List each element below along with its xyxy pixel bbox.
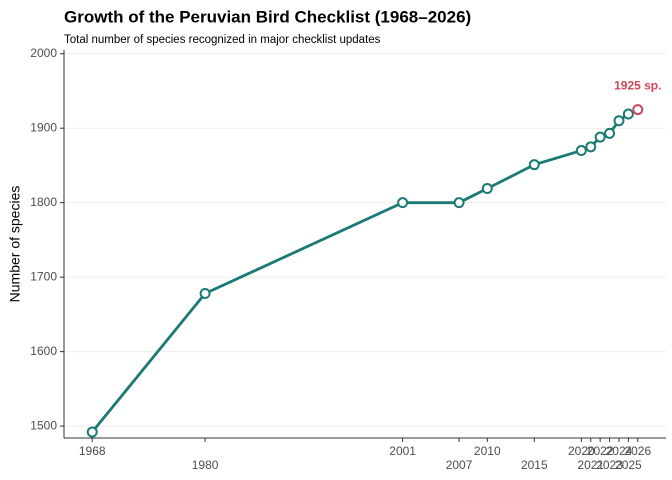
x-tick-label: 2010 bbox=[474, 444, 501, 458]
chart-title: Growth of the Peruvian Bird Checklist (1… bbox=[64, 7, 471, 26]
data-point bbox=[585, 141, 597, 153]
data-point bbox=[86, 426, 98, 438]
x-tick-label: 2021 bbox=[577, 458, 604, 472]
data-point bbox=[604, 127, 616, 139]
x-tick-label: 2001 bbox=[389, 444, 416, 458]
data-point bbox=[632, 104, 644, 116]
x-tick-label: 2022 bbox=[587, 444, 614, 458]
x-tick-label: 2026 bbox=[624, 444, 651, 458]
data-point bbox=[397, 197, 409, 209]
data-point bbox=[528, 159, 540, 171]
x-tick-label: 2007 bbox=[446, 458, 473, 472]
y-tick-label: 1900 bbox=[30, 120, 57, 134]
y-axis-label: Number of species bbox=[7, 186, 23, 303]
x-tick-label: 1980 bbox=[192, 458, 219, 472]
x-tick-label: 2023 bbox=[596, 458, 623, 472]
data-point bbox=[453, 197, 465, 209]
y-tick-label: 1600 bbox=[30, 344, 57, 358]
data-point bbox=[199, 288, 211, 300]
data-point bbox=[575, 145, 587, 157]
data-point bbox=[481, 183, 493, 195]
x-tick-label: 2025 bbox=[615, 458, 642, 472]
x-tick-label: 2024 bbox=[606, 444, 633, 458]
y-tick-label: 2000 bbox=[30, 46, 57, 60]
x-tick-label: 1968 bbox=[79, 444, 106, 458]
x-tick-label: 2020 bbox=[568, 444, 595, 458]
data-point bbox=[622, 108, 634, 120]
annotation: 1925 sp. bbox=[614, 79, 661, 93]
y-tick-label: 1500 bbox=[30, 418, 57, 432]
x-tick-label: 2015 bbox=[521, 458, 548, 472]
data-point bbox=[594, 131, 606, 143]
y-tick-label: 1800 bbox=[30, 195, 57, 209]
chart-subtitle: Total number of species recognized in ma… bbox=[64, 34, 381, 46]
data-point bbox=[613, 115, 625, 127]
y-tick-label: 1700 bbox=[30, 269, 57, 283]
